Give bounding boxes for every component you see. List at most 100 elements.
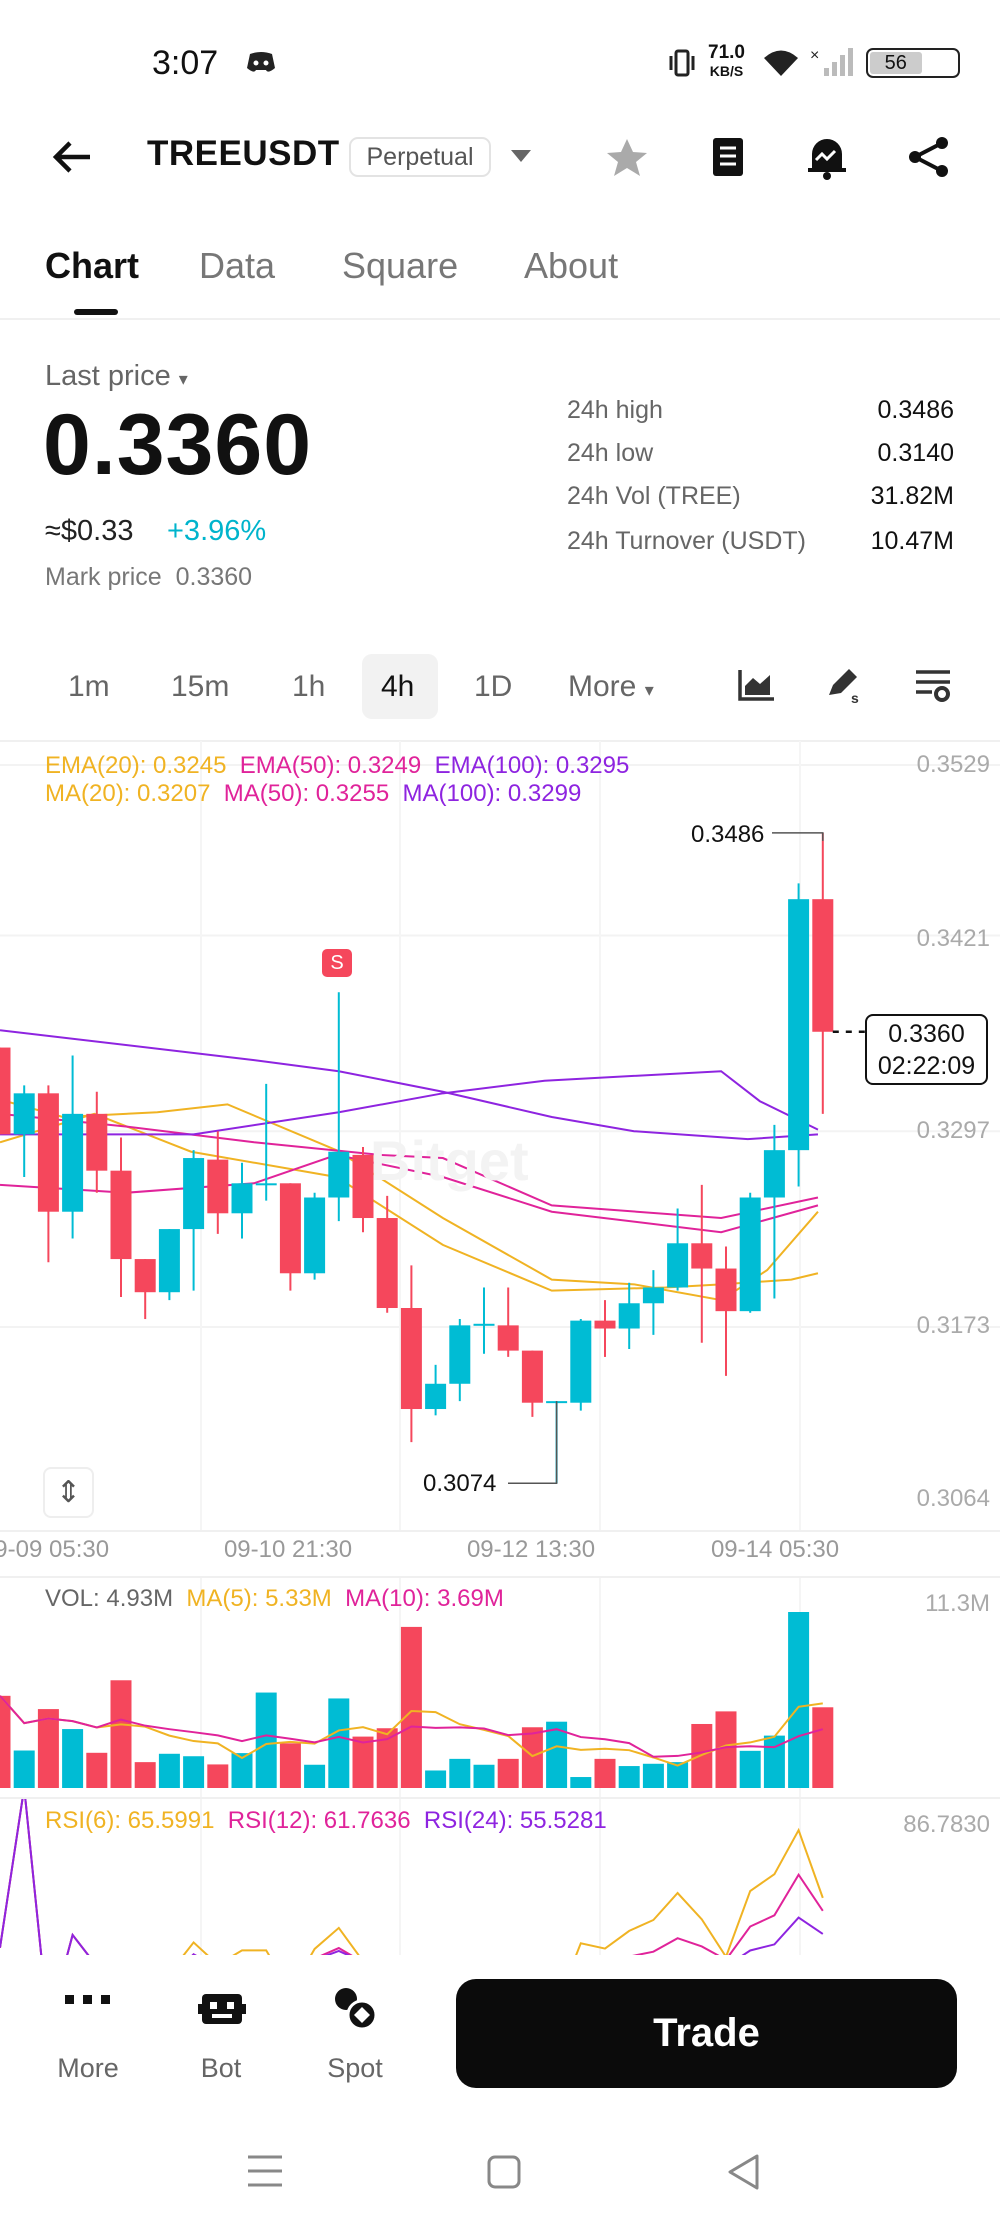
candle-down (86, 1113, 108, 1171)
indicator-chart-icon[interactable] (737, 668, 775, 702)
nav-spot-label[interactable]: Spot (327, 2053, 383, 2083)
caret-down-icon[interactable] (511, 150, 531, 164)
x-tick: 09-09 05:30 (0, 1536, 110, 1563)
symbol-title[interactable]: TREEUSDT (147, 134, 340, 173)
volume-bar (86, 1752, 108, 1788)
low-label: 0.3074 (423, 1470, 497, 1497)
y-tick: 0.3297 (916, 1117, 990, 1144)
volume-bar (0, 1695, 11, 1788)
volume-bar (352, 1736, 374, 1788)
bot-icon[interactable] (198, 1990, 246, 2028)
volume-ma-line (0, 1695, 823, 1767)
sell-signal-marker[interactable]: S (322, 949, 352, 977)
candle-up (255, 1183, 277, 1186)
interval-1d[interactable]: 1D (474, 670, 513, 703)
volume-max-label: 11.3M (925, 1590, 990, 1617)
stat-label: 24h high (567, 396, 663, 424)
divider (0, 1797, 1000, 1799)
divider (0, 318, 1000, 320)
volume-bar (497, 1758, 519, 1788)
volume-bar (400, 1626, 422, 1788)
rsi-chart (0, 1799, 824, 1955)
interval-15m[interactable]: 15m (171, 670, 230, 703)
volume-bar (279, 1743, 301, 1788)
candle-down (715, 1268, 737, 1312)
volume-bar (13, 1750, 35, 1788)
interval-1m[interactable]: 1m (68, 670, 110, 703)
candle-down (0, 1047, 11, 1135)
tab-about[interactable]: About (524, 245, 619, 286)
candle-up (328, 1151, 350, 1198)
candle-up (667, 1243, 689, 1288)
candle-up (62, 1113, 84, 1212)
volume-bar (715, 1711, 737, 1788)
notebook-icon[interactable] (709, 136, 747, 178)
svg-text:×: × (810, 47, 819, 64)
candle-down (812, 899, 834, 1032)
volume-bar (134, 1762, 156, 1788)
share-icon[interactable] (907, 136, 951, 178)
active-tab-indicator (74, 309, 118, 315)
volume-bar (183, 1756, 205, 1788)
stat-label: 24h low (567, 439, 654, 467)
candle-down (594, 1320, 616, 1329)
indicator-row-ema: EMA(20): 0.3245 EMA(50): 0.3249 EMA(100)… (45, 752, 630, 779)
candlestick-chart[interactable] (0, 741, 1000, 1531)
rsi-max-label: 86.7830 (903, 1811, 990, 1838)
interval-1h[interactable]: 1h (292, 670, 326, 703)
battery-icon: 56 (866, 48, 960, 78)
system-menu-icon[interactable] (246, 2154, 284, 2188)
volume-bar (570, 1777, 592, 1788)
volume-bar (158, 1753, 180, 1788)
high-leader-line (772, 832, 824, 841)
mark-price: Mark price 0.3360 (45, 563, 253, 591)
system-home-icon[interactable] (487, 2155, 521, 2189)
candle-down (497, 1325, 519, 1351)
nav-more-label[interactable]: More (57, 2053, 119, 2083)
indicator-row-ma: MA(20): 0.3207 MA(50): 0.3255 MA(100): 0… (45, 780, 582, 807)
nav-bot-label[interactable]: Bot (200, 2053, 242, 2083)
last-price-label[interactable]: Last price ▾ (45, 360, 188, 392)
system-back-icon[interactable] (726, 2153, 760, 2191)
tab-data[interactable]: Data (199, 245, 276, 286)
draw-pen-icon[interactable]: s (825, 665, 863, 705)
back-arrow-icon[interactable] (52, 140, 92, 174)
y-tick: 0.3173 (916, 1312, 990, 1339)
interval-more[interactable]: More ▾ (568, 670, 654, 703)
x-tick: 09-12 13:30 (466, 1536, 596, 1563)
volume-bar (642, 1763, 664, 1788)
volume-bar (594, 1758, 616, 1788)
volume-bar (376, 1728, 398, 1788)
tab-square[interactable]: Square (342, 245, 459, 286)
trade-button[interactable]: Trade (456, 1979, 957, 2088)
candle-down (521, 1350, 543, 1403)
divider (0, 1530, 1000, 1532)
candle-down (134, 1259, 156, 1293)
price-change: +3.96% (167, 515, 267, 547)
indicator-line (0, 1112, 819, 1220)
volume-ma-line (0, 1695, 824, 1758)
volume-bar (207, 1764, 229, 1788)
star-icon[interactable] (606, 137, 648, 177)
interval-4h[interactable]: 4h (381, 670, 415, 703)
tab-chart[interactable]: Chart (45, 245, 140, 286)
volume-bar (521, 1727, 543, 1788)
y-tick: 0.3421 (916, 925, 990, 952)
vertical-scale-button[interactable]: ⇕ (43, 1467, 94, 1518)
stat-value: 10.47M (870, 527, 954, 555)
alert-bell-icon[interactable] (806, 134, 848, 180)
volume-bar (37, 1709, 59, 1788)
chart-settings-icon[interactable] (914, 668, 952, 704)
candle-up (231, 1183, 253, 1214)
rsi-line (0, 1799, 824, 1955)
status-time: 3:07 (152, 44, 219, 82)
divider (0, 1576, 1000, 1578)
candle-up (13, 1093, 35, 1135)
candle-up (570, 1320, 592, 1403)
volume-labels: VOL: 4.93M MA(5): 5.33M MA(10): 3.69M (45, 1585, 504, 1612)
nav-more[interactable] (40, 1985, 136, 2095)
stat-label: 24h Vol (TREE) (567, 482, 741, 510)
spot-icon[interactable] (332, 1985, 378, 2031)
candle-up (739, 1197, 761, 1312)
x-tick: 09-10 21:30 (223, 1536, 353, 1563)
